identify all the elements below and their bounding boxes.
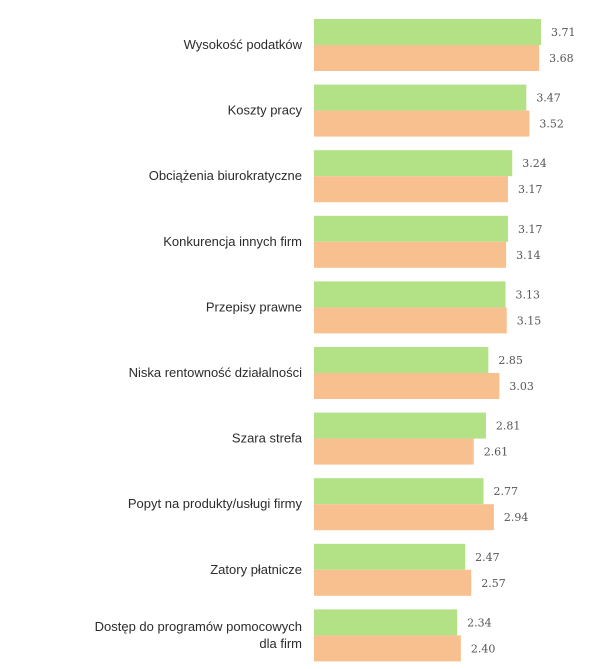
bar-series-1: [314, 215, 508, 242]
value-label: 3.03: [509, 380, 534, 393]
category-label: Dostęp do programów pomocowych dla firm: [95, 619, 302, 651]
bar-series-2: [314, 110, 530, 137]
bar-series-1: [314, 347, 489, 373]
bar-series-1: [314, 19, 541, 45]
value-label: 3.52: [539, 118, 564, 131]
bar-series-1: [314, 281, 506, 308]
value-label: 3.17: [518, 183, 543, 196]
bar-series-2: [314, 569, 472, 596]
bar-series-1: [314, 84, 527, 111]
category-label: Szara strefa: [232, 431, 303, 446]
category-label: Przepisy prawne: [206, 299, 302, 314]
bar-series-2: [314, 241, 507, 268]
bar-series-2: [314, 504, 494, 531]
bar-series-1: [314, 543, 466, 570]
category-label-line: Niska rentowność działalności: [129, 365, 303, 380]
category-label: Wysokość podatków: [184, 37, 303, 52]
value-label: 2.47: [475, 551, 500, 564]
value-label: 2.77: [493, 485, 518, 498]
value-label: 2.61: [484, 446, 509, 459]
value-labels: 3.71 3.68 3.47 3.52 3.24 3.17 3.17 3.14 3.13 3.15…: [467, 26, 575, 655]
category-label-line: Wysokość podatków: [184, 37, 303, 52]
bar-series-2: [314, 373, 500, 399]
bars: [314, 19, 541, 662]
bar-series-2: [314, 307, 507, 334]
bar-series-1: [314, 478, 484, 505]
category-label: Niska rentowność działalności: [129, 365, 303, 380]
category-label: Popyt na produkty/usługi firmy: [128, 496, 303, 511]
category-label-line: Koszty pracy: [228, 103, 303, 118]
bar-series-2: [314, 438, 474, 465]
category-label-line: Zatory płatnicze: [210, 562, 302, 577]
value-label: 3.47: [536, 92, 561, 105]
category-label-line: Przepisy prawne: [206, 299, 302, 314]
category-label-line: Szara strefa: [232, 431, 303, 446]
category-label-line: Dostęp do programów pomocowych: [95, 619, 302, 634]
category-label: Koszty pracy: [228, 103, 303, 118]
bar-series-1: [314, 150, 513, 177]
value-label: 2.40: [471, 642, 496, 655]
bar-series-1: [314, 609, 458, 636]
value-label: 3.15: [517, 314, 542, 327]
value-label: 3.13: [516, 288, 541, 301]
category-label: Obciążenia biurokratyczne: [149, 168, 302, 183]
category-labels: Wysokość podatków Koszty pracy Obciążenia …: [95, 37, 303, 651]
value-label: 3.14: [516, 249, 541, 262]
category-label-line: Popyt na produkty/usługi firmy: [128, 496, 303, 511]
category-label-line: Obciążenia biurokratyczne: [149, 168, 302, 183]
bar-series-2: [314, 45, 540, 71]
value-label: 2.34: [467, 616, 492, 629]
value-label: 3.68: [549, 52, 574, 65]
category-label-line: Konkurencja innych firm: [163, 234, 302, 249]
value-label: 2.81: [496, 420, 521, 433]
value-label: 2.85: [498, 354, 523, 367]
bar-series-2: [314, 176, 508, 203]
value-label: 2.57: [481, 577, 506, 590]
category-label-line: dla firm: [259, 636, 302, 651]
category-label: Konkurencja innych firm: [163, 234, 302, 249]
value-label: 3.71: [551, 26, 576, 39]
bar-series-1: [314, 412, 486, 439]
value-label: 3.17: [518, 223, 543, 236]
category-label: Zatory płatnicze: [210, 562, 302, 577]
bar-series-2: [314, 635, 461, 662]
value-label: 3.24: [522, 157, 547, 170]
value-label: 2.94: [504, 511, 529, 524]
